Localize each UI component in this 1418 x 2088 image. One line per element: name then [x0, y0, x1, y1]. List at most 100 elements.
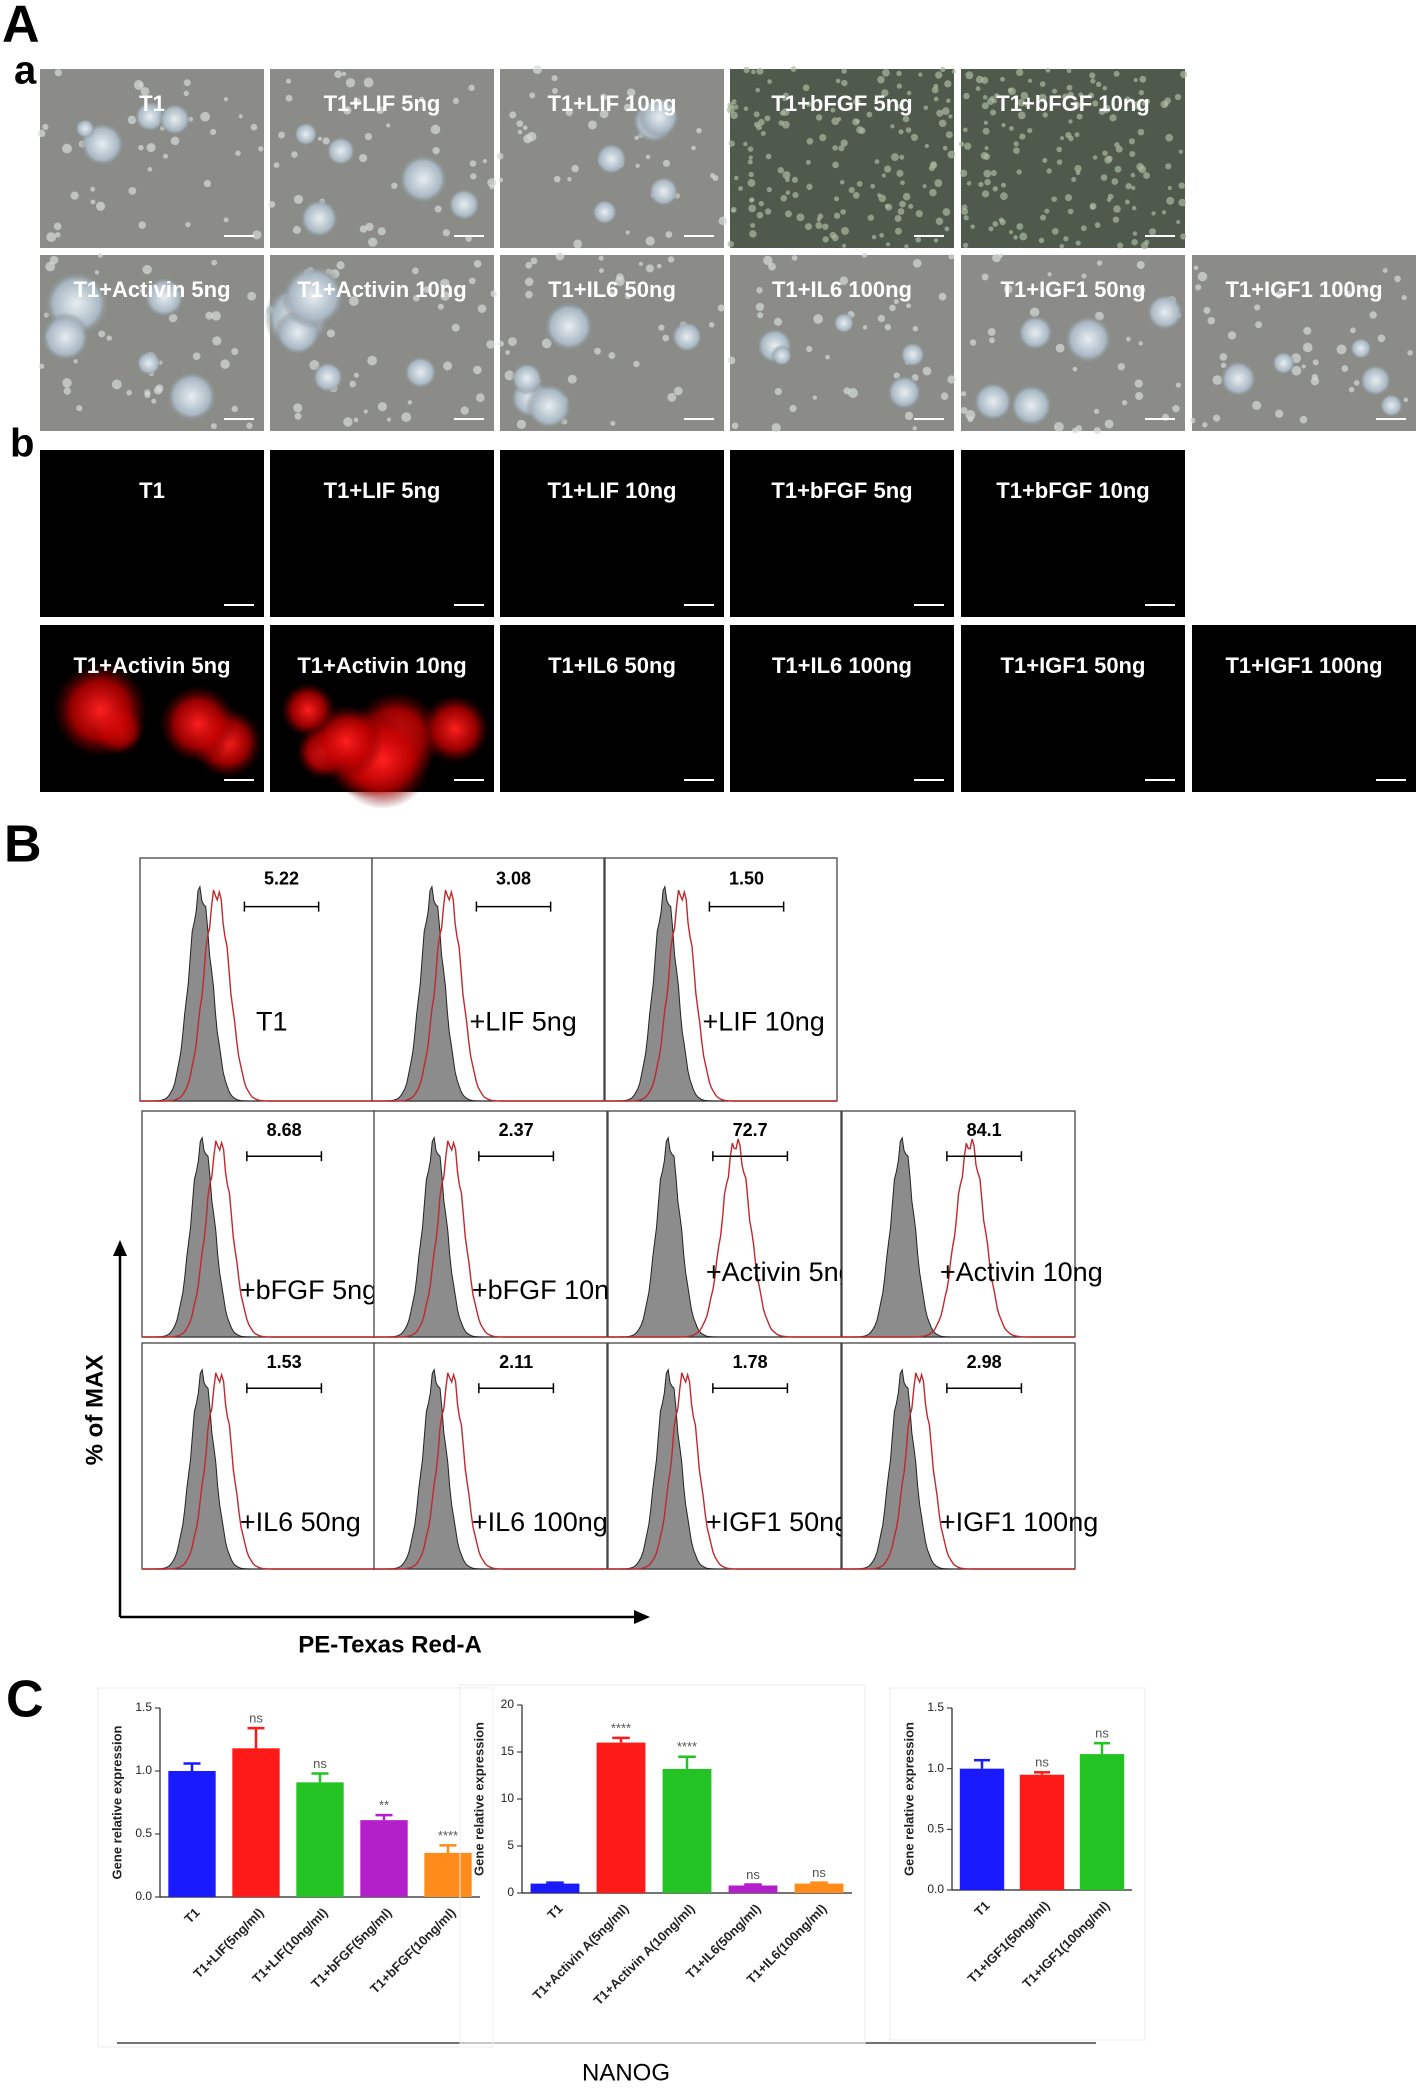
cell [748, 204, 757, 213]
cell [981, 273, 989, 281]
cell [1066, 84, 1073, 91]
colony [833, 312, 855, 334]
cell [1019, 232, 1028, 241]
colony [1219, 359, 1258, 398]
cell [829, 231, 837, 239]
cell [1053, 421, 1064, 432]
cell [54, 69, 62, 77]
cell [936, 109, 944, 117]
cell [866, 111, 873, 118]
cell [623, 103, 632, 112]
cell [1143, 172, 1150, 180]
cell [758, 118, 765, 126]
fluor-colony [420, 694, 490, 764]
cell [476, 393, 485, 402]
cell [183, 90, 189, 97]
bar [1019, 1774, 1065, 1890]
cell [960, 406, 968, 414]
micrograph: T1+Activin 5ng [38, 252, 264, 431]
cell [1178, 182, 1185, 189]
cell [893, 298, 899, 305]
tile-label: T1+IL6 50ng [548, 277, 676, 302]
cell [717, 304, 725, 312]
cell [345, 78, 356, 88]
cell [200, 111, 211, 122]
cell [691, 145, 696, 151]
cell [1353, 380, 1360, 386]
colony [543, 300, 595, 353]
cell [1019, 133, 1026, 140]
cell [126, 389, 132, 396]
cell [1207, 316, 1216, 325]
x-tick-label: T1 [544, 1901, 565, 1922]
cell [377, 402, 387, 412]
cell [967, 416, 974, 423]
cell [832, 161, 839, 169]
cell [1102, 105, 1111, 113]
bar [728, 1885, 778, 1893]
micrograph: T1 [40, 450, 264, 617]
cell [258, 146, 264, 152]
cell [1090, 78, 1096, 84]
tile-label: T1+LIF 5ng [324, 91, 441, 116]
bar [530, 1883, 580, 1893]
cell [886, 242, 891, 247]
cell [1312, 359, 1319, 366]
cell [1178, 149, 1183, 154]
cell [1008, 230, 1013, 235]
tile-label: T1+Activin 5ng [73, 653, 230, 678]
cell [764, 208, 772, 215]
cell [1013, 141, 1019, 147]
cell [806, 183, 813, 190]
cell [1038, 237, 1045, 244]
cell [608, 291, 615, 297]
cell [94, 270, 100, 275]
cell [749, 197, 755, 203]
cell [983, 153, 991, 160]
cell [1027, 127, 1033, 134]
colony [595, 142, 628, 176]
stained-histogram [842, 1372, 1075, 1570]
cell [696, 127, 702, 134]
cell [1100, 174, 1108, 181]
cell [782, 171, 791, 180]
cell [1025, 103, 1030, 108]
cell [934, 179, 943, 187]
cell [1255, 321, 1263, 329]
cell [975, 75, 984, 84]
cell [1132, 101, 1141, 110]
cell [70, 191, 79, 200]
bar [959, 1768, 1005, 1890]
colony [1009, 383, 1054, 428]
cell [812, 395, 818, 400]
cell [452, 97, 460, 104]
bar [232, 1748, 280, 1897]
cell [963, 92, 970, 100]
cell [1067, 208, 1074, 215]
cell [211, 259, 218, 266]
cell [838, 145, 845, 152]
cell [413, 295, 420, 302]
cell [756, 67, 764, 75]
cell [912, 325, 919, 332]
cell [756, 287, 763, 294]
cell [430, 124, 441, 135]
cell [353, 417, 359, 423]
cell [1341, 365, 1349, 372]
histogram-frame [604, 857, 838, 1102]
cell [140, 87, 150, 96]
cell [841, 79, 848, 87]
cell [1102, 85, 1108, 91]
cell [598, 268, 604, 274]
colony [670, 320, 704, 353]
cell [891, 153, 899, 161]
cell [1094, 222, 1101, 229]
cell [326, 329, 335, 338]
subpanel-label: a [14, 49, 37, 93]
tile-label: T1+bFGF 10ng [996, 91, 1149, 116]
colony [1017, 314, 1054, 351]
cell [210, 128, 217, 136]
cell [498, 177, 504, 183]
gate-percent: 72.7 [733, 1120, 768, 1140]
cell [594, 347, 601, 355]
